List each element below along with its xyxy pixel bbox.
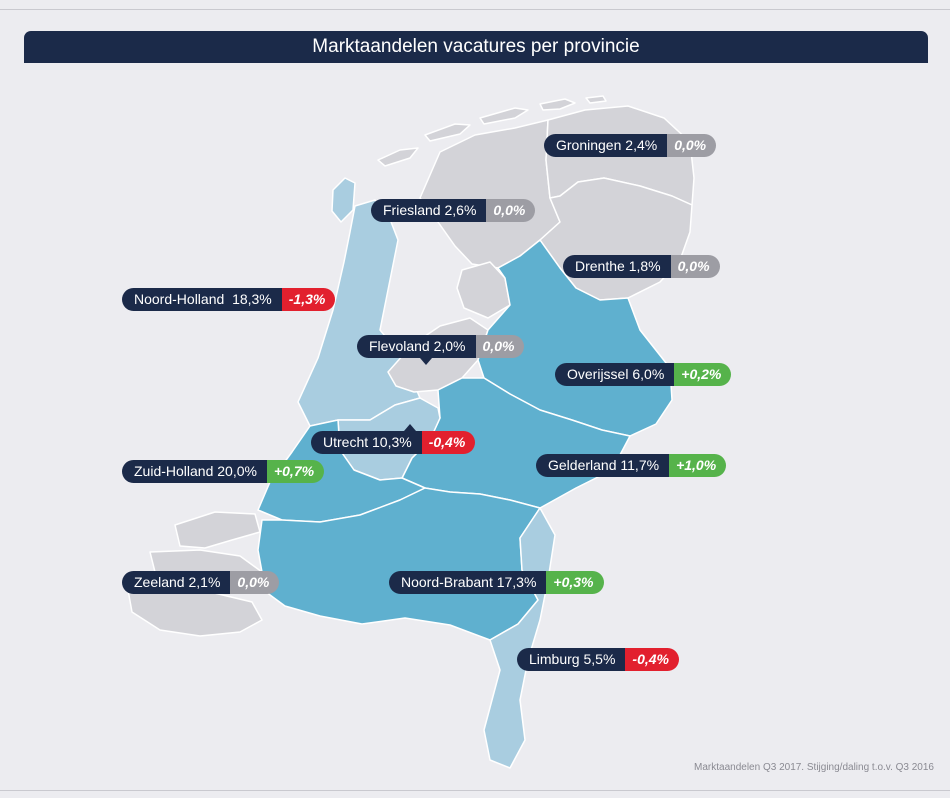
label-drenthe: Drenthe 1,8% 0,0% [563,255,720,278]
change-badge: -1,3% [281,288,336,311]
change-badge: 0,0% [475,335,525,358]
change-badge: 0,0% [667,134,717,157]
footnote: Marktaandelen Q3 2017. Stijging/daling t… [694,762,934,773]
province-name-share: Zuid-Holland 20,0% [122,460,267,483]
label-overijssel: Overijssel 6,0% +0,2% [555,363,732,386]
label-groningen: Groningen 2,4% 0,0% [544,134,717,157]
label-pointer [420,358,432,365]
wadden-island [377,147,419,167]
label-pointer [404,424,416,431]
province-name-share: Groningen 2,4% [544,134,668,157]
change-badge: -0,4% [625,648,679,671]
label-friesland: Friesland 2,6% 0,0% [371,199,536,222]
wadden-island [479,107,529,125]
change-badge: +0,3% [546,571,604,594]
label-noord-holland: Noord-Holland 18,3% -1,3% [122,288,336,311]
change-badge: 0,0% [230,571,280,594]
change-badge: +1,0% [669,454,727,477]
province-name-share: Noord-Holland 18,3% [122,288,282,311]
province-zeeland [127,587,263,637]
change-badge: 0,0% [670,255,720,278]
label-zeeland: Zeeland 2,1% 0,0% [122,571,280,594]
label-gelderland: Gelderland 11,7% +1,0% [536,454,727,477]
label-zuid-holland: Zuid-Holland 20,0% +0,7% [122,460,325,483]
province-name-share: Flevoland 2,0% [357,335,476,358]
province-name-share: Overijssel 6,0% [555,363,675,386]
wadden-island [585,95,607,104]
province-flevoland-noordoostpolder [456,261,511,319]
label-utrecht: Utrecht 10,3% -0,4% [311,431,476,454]
wadden-island [331,177,356,223]
change-badge: -0,4% [421,431,476,454]
change-badge: +0,7% [266,460,325,483]
province-name-share: Drenthe 1,8% [563,255,671,278]
label-limburg: Limburg 5,5% -0,4% [517,648,679,671]
top-divider [0,9,950,10]
province-name-share: Noord-Brabant 17,3% [389,571,547,594]
province-name-share: Utrecht 10,3% [311,431,422,454]
change-badge: +0,2% [674,363,732,386]
province-name-share: Friesland 2,6% [371,199,487,222]
label-noord-brabant: Noord-Brabant 17,3% +0,3% [389,571,604,594]
page-title: Marktaandelen vacatures per provincie [24,31,928,63]
province-name-share: Zeeland 2,1% [122,571,231,594]
wadden-island [424,123,471,142]
province-name-share: Limburg 5,5% [517,648,626,671]
change-badge: 0,0% [486,199,536,222]
province-noord-holland [297,199,421,427]
bottom-divider [0,790,950,791]
province-zeeland [174,511,261,549]
label-flevoland: Flevoland 2,0% 0,0% [357,335,525,358]
wadden-island [539,98,576,111]
province-name-share: Gelderland 11,7% [536,454,670,477]
